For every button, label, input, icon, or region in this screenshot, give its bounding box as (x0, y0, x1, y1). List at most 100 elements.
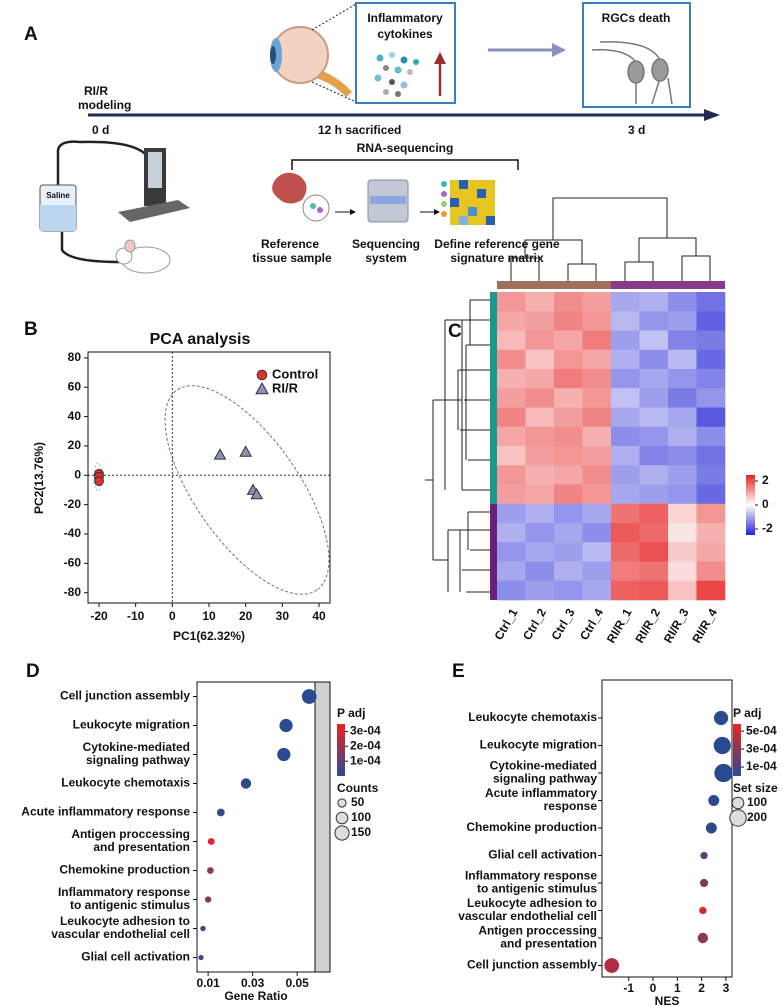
heatmap-cell (497, 580, 526, 601)
category-label: Inflammatory response (58, 885, 190, 899)
heatmap-cell (668, 426, 697, 447)
heatmap-cell (696, 465, 726, 485)
panel-label: D (26, 661, 40, 682)
dot (699, 878, 709, 888)
size-legend-label: 200 (747, 810, 767, 824)
category-label: Leukocyte chemotaxis (61, 776, 190, 790)
heatmap-cell (525, 523, 555, 543)
x-tick-label: 0 (650, 981, 657, 995)
heatmap-cell (668, 349, 697, 370)
dot (714, 763, 733, 783)
heatmap-cell (696, 426, 726, 447)
heatmap-cell (525, 503, 555, 524)
heatmap-cell (639, 503, 669, 524)
size-legend-label: 100 (351, 810, 371, 824)
neurons (591, 41, 673, 105)
panel-label: B (24, 319, 38, 340)
panel-label: C (448, 321, 462, 342)
heatmap-cell (611, 484, 640, 505)
heatmap-cell (696, 484, 726, 505)
heatmap-cell (525, 561, 555, 582)
bracket-label: RNA-sequencing (357, 141, 454, 155)
category-label: Leukocyte migration (73, 718, 190, 732)
category-label: Glial cell activation (81, 950, 190, 964)
column-label: RI/R_3 (661, 606, 692, 646)
dot (700, 851, 708, 860)
size-legend-label: 150 (351, 825, 371, 839)
category-label: Cell junction assembly (60, 689, 190, 703)
manometer-window (148, 152, 162, 188)
heatmap-cell (639, 388, 669, 408)
x-tick-label: 1 (674, 981, 681, 995)
day-label: 3 d (628, 123, 645, 137)
colorbar-label: 3e-04 (350, 724, 381, 738)
y-tick-label: 80 (68, 350, 82, 364)
dot (207, 867, 214, 874)
category-label: response (544, 799, 598, 813)
group-bar (497, 281, 611, 289)
dot (216, 808, 225, 817)
category-label: and presentation (93, 840, 190, 854)
heatmap-cell (696, 446, 726, 466)
category-label: Leukocyte chemotaxis (468, 710, 597, 724)
step-label: Sequencing (352, 237, 420, 251)
dot (705, 822, 717, 834)
heatmap-cell (639, 311, 669, 331)
colorbar-label: -2 (762, 521, 773, 535)
colorbar-label: 1e-04 (350, 753, 381, 767)
confidence-ellipse (164, 385, 330, 595)
heatmap-cell (554, 426, 583, 447)
pupil (270, 46, 276, 64)
box-title: RGCs death (602, 11, 671, 25)
heatmap-cell (668, 292, 697, 312)
heatmap-cell (668, 311, 697, 331)
heatmap-cell (497, 311, 526, 331)
colorbar-label: 3e-04 (746, 741, 777, 755)
x-axis-label: PC1(62.32%) (173, 629, 245, 643)
step-label: Reference (261, 237, 319, 251)
manometer-base (118, 200, 190, 222)
dot (301, 689, 317, 704)
legend-label: RI/R (272, 380, 299, 395)
dot (708, 794, 720, 807)
heatmap-cell (668, 465, 697, 485)
saline-fluid (40, 205, 76, 231)
box-title: cytokines (377, 27, 433, 41)
panel-a: RI/R modeling 0 d 12 h sacrificed 3 d In… (39, 2, 720, 274)
heatmap-cell (668, 542, 697, 562)
heatmap-cell (582, 542, 612, 562)
category-label: signaling pathway (86, 753, 190, 767)
category-label: Chemokine production (466, 820, 597, 834)
tissue (272, 172, 307, 204)
heatmap-cell (582, 484, 612, 505)
heatmap-cell (696, 349, 726, 370)
colorbar-label: 0 (762, 497, 769, 511)
heatmap-cell (554, 330, 583, 351)
dot (604, 958, 620, 973)
step-label: system (365, 251, 406, 265)
heatmap-cell (582, 580, 612, 601)
process-arrow-head (552, 43, 566, 57)
heatmap-cell (582, 311, 612, 331)
x-tick-label: 0 (169, 609, 176, 623)
arrow-head (434, 209, 440, 215)
model-label: RI/R (84, 84, 108, 98)
row-dendrogram (425, 299, 490, 593)
category-label: Acute inflammatory (485, 786, 597, 800)
heatmap-cell (611, 465, 640, 485)
dot (204, 896, 212, 903)
mouse-ear (124, 239, 136, 253)
heatmap-cell (668, 580, 697, 601)
y-tick-label: 0 (74, 467, 81, 481)
heatmap-cell (639, 580, 669, 601)
legend-label: Control (272, 366, 318, 381)
heatmap-cell (639, 349, 669, 370)
column-label: Ctrl_4 (577, 606, 606, 643)
y-tick-label: 20 (68, 438, 82, 452)
x-tick-label: 2 (698, 981, 705, 995)
heatmap-cell (525, 426, 555, 447)
point (94, 476, 104, 487)
heatmap-cell (668, 369, 697, 389)
panel-label: A (24, 24, 38, 45)
heatmap-cell (639, 446, 669, 466)
